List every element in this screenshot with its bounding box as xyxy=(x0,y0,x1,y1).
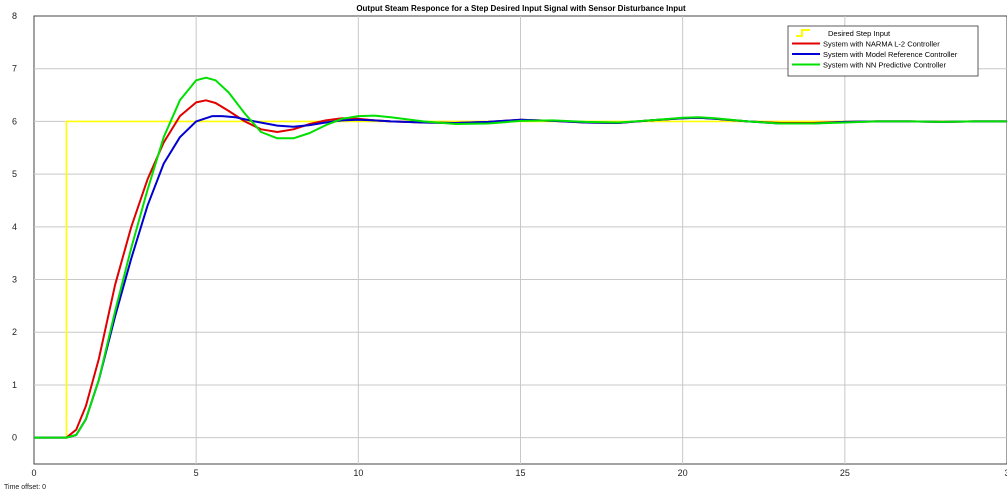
legend-box xyxy=(787,25,979,77)
y-tick-label: 4 xyxy=(12,222,17,232)
axis-ticks: 05101520253012345678 xyxy=(12,11,1007,478)
x-tick-label: 3 xyxy=(1004,468,1007,478)
x-tick-label: 10 xyxy=(353,468,363,478)
y-tick-label: 3 xyxy=(12,275,17,285)
series-lines xyxy=(34,76,1007,439)
legend-label: Desired Step Input xyxy=(828,29,891,38)
series-line-4 xyxy=(34,76,1007,439)
grid xyxy=(34,16,1007,464)
x-tick-label: 25 xyxy=(840,468,850,478)
y-tick-label: 2 xyxy=(12,327,17,337)
time-offset-label: Time offset: xyxy=(4,484,41,491)
time-offset-value: 0 xyxy=(42,484,47,491)
x-tick-label: 15 xyxy=(515,468,525,478)
y-tick-label: 6 xyxy=(12,116,17,126)
legend-label: System with NN Predictive Controller xyxy=(823,60,946,69)
y-tick-label: 7 xyxy=(12,64,17,74)
y-tick-label: 0 xyxy=(12,433,17,443)
x-tick-label: 0 xyxy=(31,468,36,478)
y-tick-label: 5 xyxy=(12,169,17,179)
legend-label: System with NARMA L-2 Controller xyxy=(823,39,940,48)
legend-swatch xyxy=(796,29,810,37)
x-tick-label: 5 xyxy=(194,468,199,478)
y-tick-label: 1 xyxy=(12,380,17,390)
y-tick-label: 8 xyxy=(12,11,17,21)
time-offset-readout: Time offset: 0 xyxy=(4,484,46,491)
x-tick-label: 20 xyxy=(678,468,688,478)
chart-title: Output Steam Responce for a Step Desired… xyxy=(356,4,686,13)
legend-label: System with Model Reference Controller xyxy=(823,50,958,59)
